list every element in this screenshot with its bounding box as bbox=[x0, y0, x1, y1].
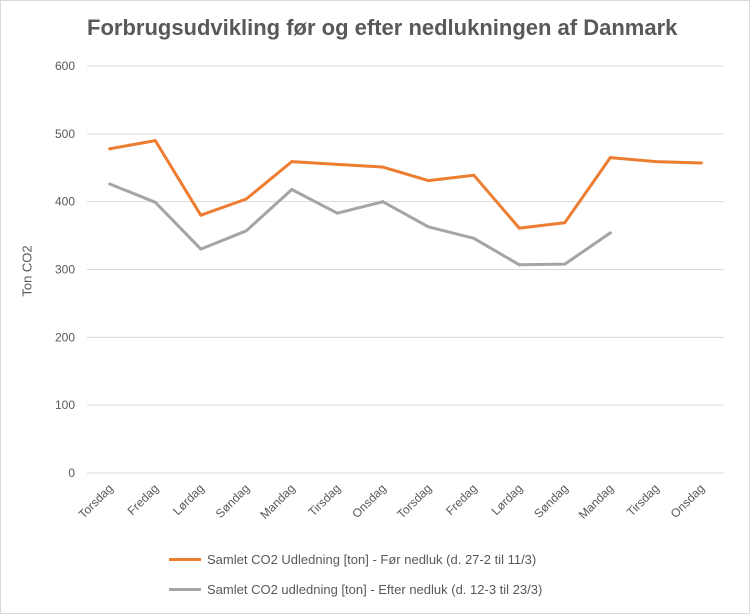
data-point bbox=[608, 231, 612, 235]
x-tick-label: Tirsdag bbox=[624, 481, 662, 519]
data-point bbox=[654, 160, 658, 164]
data-point bbox=[153, 139, 157, 143]
x-tick-label: Mandag bbox=[576, 481, 617, 522]
legend-swatch-before bbox=[169, 557, 201, 561]
y-tick-label: 600 bbox=[55, 59, 75, 73]
data-point bbox=[199, 247, 203, 251]
data-point bbox=[517, 263, 521, 267]
legend-item-after: Samlet CO2 udledning [ton] - Efter nedlu… bbox=[169, 579, 542, 599]
data-point bbox=[290, 187, 294, 191]
x-tick-label: Torsdag bbox=[394, 481, 434, 521]
x-tick-label: Torsdag bbox=[76, 481, 116, 521]
y-tick-label: 0 bbox=[68, 466, 75, 480]
data-point bbox=[472, 236, 476, 240]
data-point bbox=[108, 182, 112, 186]
data-point bbox=[426, 225, 430, 229]
data-point bbox=[199, 213, 203, 217]
data-point bbox=[153, 200, 157, 204]
y-tick-label: 100 bbox=[55, 398, 75, 412]
x-tick-label: Fredag bbox=[125, 481, 162, 518]
data-point bbox=[563, 262, 567, 266]
data-point bbox=[699, 161, 703, 165]
chart-title: Forbrugsudvikling før og efter nedluknin… bbox=[87, 15, 678, 40]
x-tick-label: Søndag bbox=[213, 481, 253, 521]
data-point bbox=[335, 162, 339, 166]
data-point bbox=[335, 211, 339, 215]
legend-item-before: Samlet CO2 Udledning [ton] - Før nedluk … bbox=[169, 549, 536, 569]
series-line-0 bbox=[108, 139, 703, 230]
x-tick-label: Onsdag bbox=[668, 481, 708, 521]
data-point bbox=[381, 200, 385, 204]
data-point bbox=[381, 165, 385, 169]
y-tick-label: 200 bbox=[55, 330, 75, 344]
x-tick-label: Onsdag bbox=[349, 481, 389, 521]
x-tick-label: Tirsdag bbox=[305, 481, 343, 519]
x-tick-label: Fredag bbox=[443, 481, 480, 518]
data-point bbox=[426, 179, 430, 183]
x-tick-label: Lørdag bbox=[170, 481, 207, 518]
data-point bbox=[563, 221, 567, 225]
legend-swatch-after bbox=[169, 587, 201, 591]
data-point bbox=[517, 226, 521, 230]
series-line-1 bbox=[108, 182, 612, 267]
data-point bbox=[290, 160, 294, 164]
data-point bbox=[244, 229, 248, 233]
data-point bbox=[108, 147, 112, 151]
legend-label-before: Samlet CO2 Udledning [ton] - Før nedluk … bbox=[207, 551, 537, 567]
data-point bbox=[472, 173, 476, 177]
x-tick-label: Mandag bbox=[257, 481, 298, 522]
legend-label-after: Samlet CO2 udledning [ton] - Efter nedlu… bbox=[207, 581, 543, 597]
data-point bbox=[608, 156, 612, 160]
y-tick-label: 300 bbox=[55, 263, 75, 277]
y-tick-label: 500 bbox=[55, 127, 75, 141]
x-tick-label: Søndag bbox=[531, 481, 571, 521]
y-tick-label: 400 bbox=[55, 195, 75, 209]
data-point bbox=[244, 197, 248, 201]
x-tick-label: Lørdag bbox=[489, 481, 526, 518]
